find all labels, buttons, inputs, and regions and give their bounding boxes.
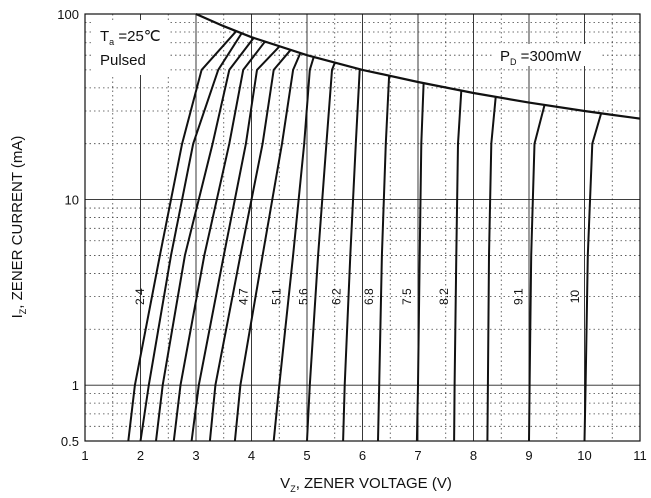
x-tick-label: 11	[633, 448, 647, 463]
x-tick-label: 3	[192, 448, 199, 463]
x-tick-label: 4	[248, 448, 255, 463]
zener-curve	[190, 45, 281, 442]
curve-label: 10	[568, 290, 582, 304]
y-tick-label: 0.5	[61, 434, 79, 449]
zener-curve	[272, 56, 315, 442]
ambient-temperature-note: Ta =25℃	[100, 28, 161, 47]
curve-label: 6.2	[330, 288, 344, 305]
zener-curve	[208, 49, 292, 442]
y-tick-label: 1	[72, 378, 79, 393]
curve-label: 5.6	[296, 288, 310, 305]
zener-curves	[127, 12, 641, 442]
zener-curve	[583, 113, 603, 442]
x-tick-label: 7	[414, 448, 421, 463]
curve-label: 7.5	[400, 288, 414, 305]
zener-curve	[342, 68, 362, 442]
zener-curve	[306, 62, 336, 442]
curve-labels: 2.4 4.7 5.1 5.6 6.2 6.8 7.5 8.2 9.1 10	[133, 288, 582, 305]
curve-label: 5.1	[270, 288, 284, 305]
pulsed-note: Pulsed	[100, 52, 146, 69]
plot-frame	[84, 13, 641, 442]
power-dissipation-note: PD =300mW	[500, 48, 582, 67]
x-tick-label: 2	[137, 448, 144, 463]
zener-curve	[528, 104, 546, 442]
x-tick-label: 8	[470, 448, 477, 463]
zener-curve	[155, 37, 255, 442]
zener-curve	[172, 41, 266, 442]
zener-curve	[453, 90, 463, 442]
curve-label: 9.1	[512, 288, 526, 305]
x-tick-label: 5	[303, 448, 310, 463]
grid	[84, 13, 641, 442]
curve-label: 8.2	[437, 288, 451, 305]
zener-curve	[127, 30, 237, 442]
x-tick-label: 9	[525, 448, 532, 463]
zener-curve	[377, 76, 391, 442]
conditions-box	[92, 20, 170, 75]
curve-label: 6.8	[362, 288, 376, 305]
zener-curve	[139, 32, 243, 442]
power-limit-curve	[195, 12, 641, 120]
zener-curve	[486, 96, 497, 442]
curve-label: 4.7	[237, 288, 251, 305]
zener-curve	[233, 52, 302, 442]
curve-label: 2.4	[133, 288, 147, 305]
x-axis-title: VZ, ZENER VOLTAGE (V)	[280, 475, 452, 494]
y-axis-title: IZ, ZENER CURRENT (mA)	[9, 136, 28, 319]
y-tick-label: 100	[57, 7, 79, 22]
x-tick-label: 6	[359, 448, 366, 463]
y-tick-label: 10	[65, 193, 79, 208]
x-tick-label: 1	[81, 448, 88, 463]
power-note-box	[494, 44, 602, 66]
zener-curve	[415, 83, 425, 442]
x-tick-label: 10	[577, 448, 591, 463]
